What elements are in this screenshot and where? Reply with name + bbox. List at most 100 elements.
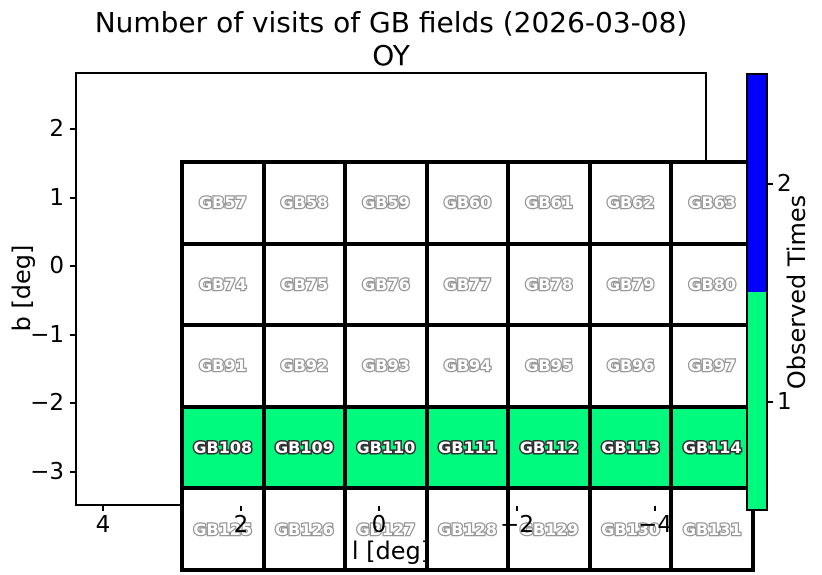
- x-tick-mark: [516, 506, 518, 511]
- y-tick-mark: [70, 333, 75, 336]
- x-tick-mark: [654, 506, 656, 511]
- field-label: GB125: [192, 518, 253, 540]
- field-label: GB74: [198, 274, 248, 296]
- field-label: GB60: [442, 192, 492, 214]
- field-label: GB127: [355, 518, 416, 540]
- field-cell-gb60: GB60: [426, 162, 509, 244]
- field-label: GB92: [279, 355, 329, 377]
- field-label: GB128: [437, 518, 498, 540]
- field-label: GB131: [682, 518, 743, 540]
- field-cell-gb91: GB91: [182, 325, 264, 407]
- y-tick-label: 2: [49, 116, 64, 142]
- field-cell-gb112: GB112: [508, 406, 590, 489]
- x-tick-mark: [102, 506, 104, 511]
- field-cell-gb62: GB62: [589, 162, 672, 244]
- chart-title: Number of visits of GB fields (2026-03-0…: [75, 6, 707, 72]
- x-tick-label: 4: [95, 512, 111, 538]
- field-label: GB95: [524, 355, 574, 377]
- y-tick-mark: [70, 196, 75, 199]
- colorbar: [746, 73, 768, 511]
- field-cell-gb58: GB58: [263, 162, 346, 244]
- y-tick-label: −1: [30, 321, 64, 348]
- field-cell-gb63: GB63: [671, 162, 753, 244]
- y-tick-label: 0: [49, 253, 64, 279]
- field-cell-gb80: GB80: [671, 243, 753, 326]
- field-cell-gb93: GB93: [345, 325, 427, 407]
- field-label: GB113: [600, 437, 662, 459]
- field-cell-gb131: GB131: [671, 488, 753, 570]
- field-label: GB79: [606, 274, 656, 296]
- field-grid: GB57 GB58 GB59 GB60 GB61 GB62 GB63 GB74 GB75 GB76…: [180, 160, 755, 572]
- field-cell-gb74: GB74: [182, 243, 264, 326]
- field-cell-gb129: GB129: [508, 488, 590, 570]
- field-label: GB61: [524, 192, 574, 214]
- chart-title-line1: Number of visits of GB fields (2026-03-0…: [94, 6, 688, 39]
- colorbar-label: Observed Times: [783, 194, 811, 390]
- y-tick-label: 1: [49, 184, 64, 211]
- field-cell-gb113: GB113: [589, 406, 672, 489]
- field-label: GB80: [687, 274, 737, 296]
- field-label: GB126: [274, 518, 335, 540]
- field-label: GB112: [518, 437, 580, 459]
- field-cell-gb108: GB108: [182, 406, 264, 489]
- x-tick-mark: [378, 506, 380, 511]
- field-label: GB77: [442, 274, 492, 296]
- y-tick-label: −3: [30, 458, 64, 485]
- field-cell-gb95: GB95: [508, 325, 590, 407]
- field-cell-gb109: GB109: [263, 406, 346, 489]
- field-label: GB108: [192, 437, 254, 459]
- field-cell-gb76: GB76: [345, 243, 427, 326]
- colorbar-tick-label: 1: [777, 389, 792, 415]
- field-label: GB129: [518, 518, 579, 540]
- colorbar-segment-2: [748, 75, 766, 292]
- field-cell-gb127: GB127: [345, 488, 427, 570]
- field-cell-gb61: GB61: [508, 162, 590, 244]
- field-label: GB96: [606, 355, 656, 377]
- field-label: GB97: [687, 355, 737, 377]
- field-cell-gb111: GB111: [426, 406, 509, 489]
- field-cell-gb128: GB128: [426, 488, 509, 570]
- field-label: GB58: [279, 192, 329, 214]
- plot-area: GB57 GB58 GB59 GB60 GB61 GB62 GB63 GB74 GB75 GB76…: [75, 72, 755, 572]
- field-label: GB109: [273, 437, 335, 459]
- y-tick-label: −2: [30, 390, 64, 416]
- field-cell-gb59: GB59: [345, 162, 427, 244]
- field-label: GB57: [198, 192, 248, 214]
- field-cell-gb75: GB75: [263, 243, 346, 326]
- colorbar-tick-mark: [768, 401, 773, 403]
- y-tick-mark: [70, 128, 75, 130]
- field-cell-gb96: GB96: [589, 325, 672, 407]
- colorbar-tick-label: 2: [777, 171, 792, 197]
- field-label: GB130: [600, 518, 661, 540]
- x-tick-mark: [240, 506, 242, 511]
- field-cell-gb130: GB130: [589, 488, 672, 570]
- field-cell-gb78: GB78: [508, 243, 590, 326]
- field-label: GB94: [442, 355, 492, 377]
- field-cell-gb94: GB94: [426, 325, 509, 407]
- field-label: GB91: [198, 355, 248, 377]
- field-cell-gb114: GB114: [671, 406, 753, 489]
- field-label: GB75: [279, 274, 329, 296]
- y-tick-mark: [70, 402, 75, 404]
- field-label: GB93: [361, 355, 411, 377]
- field-cell-gb110: GB110: [345, 406, 427, 489]
- field-label: GB63: [687, 192, 737, 214]
- x-tick-label: 2: [233, 512, 249, 538]
- chart-title-line2: OY: [372, 39, 410, 72]
- field-cell-gb126: GB126: [263, 488, 346, 570]
- colorbar-tick-mark: [768, 183, 773, 185]
- field-cell-gb92: GB92: [263, 325, 346, 407]
- y-tick-mark: [70, 470, 75, 473]
- x-axis-label: l [deg]: [351, 537, 431, 565]
- x-tick-label: −2: [500, 512, 534, 538]
- field-label: GB59: [361, 192, 411, 214]
- field-cell-gb125: GB125: [182, 488, 264, 570]
- field-label: GB76: [361, 274, 411, 296]
- field-cell-gb77: GB77: [426, 243, 509, 326]
- x-tick-label: 0: [371, 512, 387, 538]
- x-tick-label: −4: [638, 512, 672, 538]
- field-cell-gb57: GB57: [182, 162, 264, 244]
- y-axis-label: b [deg]: [8, 244, 36, 332]
- y-tick-mark: [70, 265, 75, 267]
